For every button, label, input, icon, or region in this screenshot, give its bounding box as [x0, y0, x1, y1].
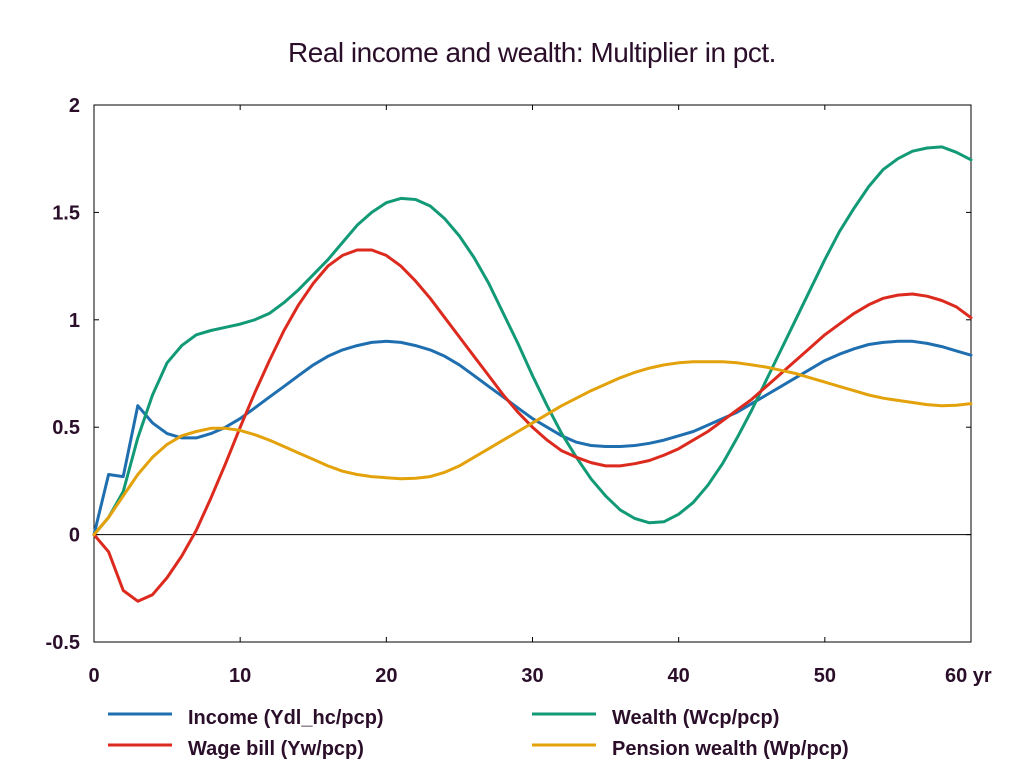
- y-tick-label: 2: [69, 95, 80, 117]
- x-tick-label: 30: [521, 665, 543, 687]
- series-line: [92, 360, 973, 537]
- x-tick-label: 50: [814, 665, 836, 687]
- chart-title: Real income and wealth: Multiplier in pc…: [288, 37, 776, 68]
- y-tick-label: 0: [69, 525, 80, 547]
- legend-label: Income (Ydl_hc/pcp): [188, 707, 384, 729]
- x-tick-label: 10: [229, 665, 251, 687]
- series-line: [92, 248, 973, 603]
- legend: Income (Ydl_hc/pcp) Wage bill (Yw/pcp) Wea…: [108, 707, 849, 760]
- x-tick-label: 20: [375, 665, 397, 687]
- legend-label: Pension wealth (Wp/pcp): [612, 738, 849, 760]
- x-tick-label: 40: [668, 665, 690, 687]
- series-lines: [92, 145, 973, 603]
- y-tick-label: 1.5: [52, 202, 80, 224]
- y-tick-label: -0.5: [46, 632, 80, 654]
- series-line: [92, 145, 973, 537]
- x-axis: 0 10 20 30 40 50 60 yr: [88, 105, 992, 687]
- x-tick-label: 60 yr: [945, 665, 992, 687]
- y-axis: -0.5 0 0.5 1 1.5 2: [46, 95, 971, 654]
- y-tick-label: 1: [69, 310, 80, 332]
- legend-label: Wealth (Wcp/pcp): [612, 707, 779, 729]
- y-tick-label: 0.5: [52, 417, 80, 439]
- x-tick-label: 0: [88, 665, 99, 687]
- series-line: [92, 339, 973, 537]
- legend-label: Wage bill (Yw/pcp): [188, 738, 364, 760]
